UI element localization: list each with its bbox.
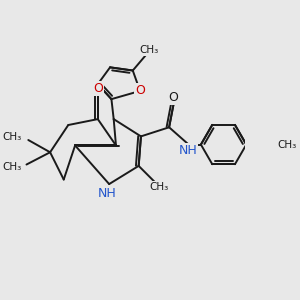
Text: NH: NH: [178, 144, 197, 158]
Text: O: O: [169, 91, 178, 104]
Text: CH₃: CH₃: [3, 162, 22, 172]
Text: CH₃: CH₃: [140, 45, 159, 55]
Text: O: O: [93, 82, 103, 95]
Text: CH₃: CH₃: [3, 132, 22, 142]
Text: CH₃: CH₃: [277, 140, 296, 149]
Text: NH: NH: [98, 187, 116, 200]
Text: O: O: [135, 85, 145, 98]
Text: CH₃: CH₃: [149, 182, 169, 192]
